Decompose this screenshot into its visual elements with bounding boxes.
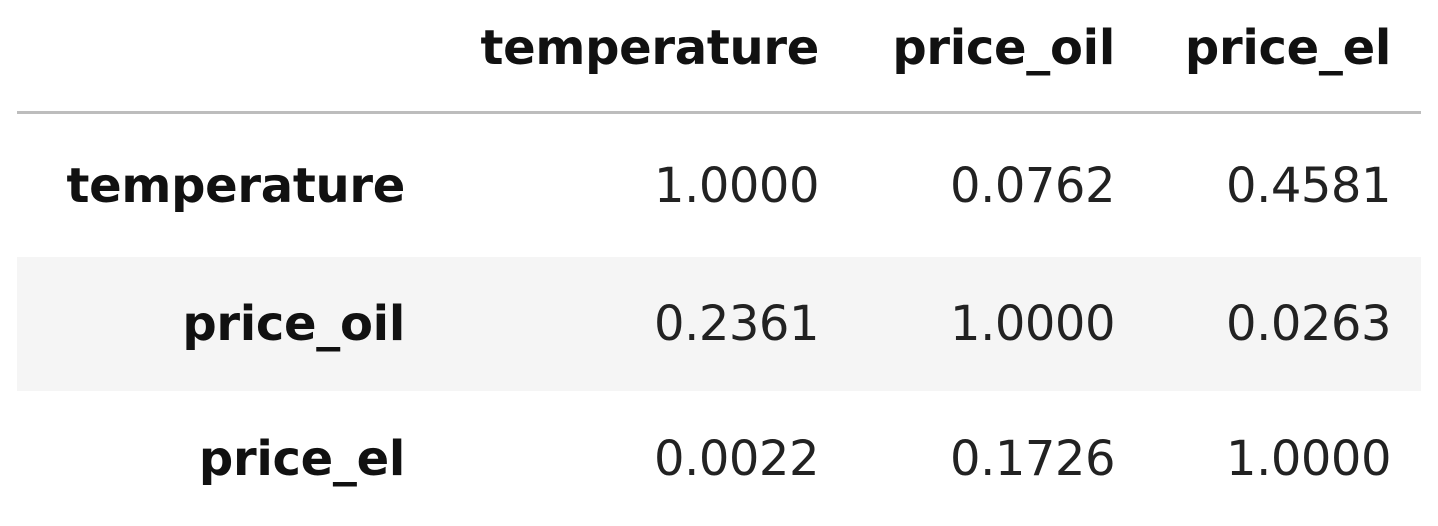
table-cell: 0.0762 xyxy=(950,157,1115,214)
header-price-el: price_el xyxy=(1184,19,1391,76)
table-row: temperature 1.0000 0.0762 0.4581 xyxy=(17,114,1421,257)
row-label: price_el xyxy=(198,430,405,487)
table-cell: 0.1726 xyxy=(950,430,1115,487)
row-label: price_oil xyxy=(182,296,405,352)
header-temperature: temperature xyxy=(480,19,819,76)
table-cell: 0.0022 xyxy=(654,430,819,487)
correlation-table: temperature price_oil price_el temperatu… xyxy=(17,0,1421,526)
table-cell: 0.2361 xyxy=(654,296,819,352)
table-cell: 1.0000 xyxy=(950,296,1115,352)
table-row: price_el 0.0022 0.1726 1.0000 xyxy=(17,391,1421,526)
table-cell: 1.0000 xyxy=(1226,430,1391,487)
header-price-oil: price_oil xyxy=(892,19,1115,76)
table-row: price_oil 0.2361 1.0000 0.0263 xyxy=(17,257,1421,391)
table-cell: 0.0263 xyxy=(1226,296,1391,352)
row-label: temperature xyxy=(66,157,405,214)
table-header-row: temperature price_oil price_el xyxy=(17,0,1421,114)
table-cell: 0.4581 xyxy=(1226,157,1391,214)
table-cell: 1.0000 xyxy=(654,157,819,214)
